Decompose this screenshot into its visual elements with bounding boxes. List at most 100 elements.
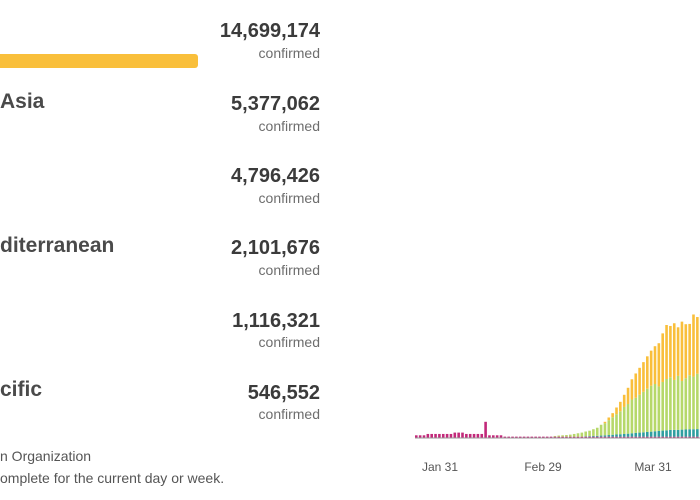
region-name[interactable]: Asia (0, 90, 45, 113)
bar-segment (518, 436, 522, 438)
bar-segment (622, 436, 626, 438)
bar-segment (684, 436, 688, 438)
bar-segment (680, 436, 684, 438)
bar-segment (661, 430, 664, 437)
bar-segment (607, 435, 611, 437)
bar-segment (688, 323, 691, 376)
region-confirmed-count: 1,116,321 (232, 310, 320, 332)
bar-segment (461, 432, 464, 438)
bar-segment (438, 433, 441, 438)
bar-segment (603, 421, 607, 424)
bar-segment (561, 436, 564, 438)
bar-segment (619, 436, 622, 438)
bar-segment (634, 432, 638, 437)
bar-segment (615, 414, 618, 435)
bar-segment (488, 435, 491, 438)
bar-segment (580, 432, 584, 437)
bar-segment (676, 327, 680, 376)
bar-segment (415, 435, 418, 438)
bar-segment (626, 403, 630, 434)
bar-segment (630, 399, 634, 434)
bar-segment (472, 433, 476, 438)
bar-segment (692, 314, 695, 377)
bar-segment (611, 434, 614, 437)
bar-segment (672, 436, 676, 438)
bar-segment (553, 435, 557, 437)
bar-segment (599, 435, 603, 437)
bar-segment (665, 325, 668, 379)
bar-segment (576, 436, 580, 438)
region-name[interactable]: diterranean (0, 234, 115, 257)
bar-segment (511, 436, 514, 438)
bar-segment (426, 433, 430, 438)
bar-segment (638, 367, 641, 395)
bar-segment (599, 436, 603, 438)
bar-segment (669, 436, 672, 438)
bar-segment (522, 436, 526, 438)
region-name[interactable]: cific (0, 378, 43, 401)
bar-segment (638, 436, 641, 438)
bar-segment (649, 431, 653, 437)
bar-segment (626, 433, 630, 437)
bar-segment (672, 323, 676, 380)
bar-segment (441, 433, 445, 438)
region-confirmed-count: 2,101,676 (231, 237, 320, 259)
bar-segment (622, 433, 626, 437)
epi-curve-chart: Jan 31 Feb 29 Mar 31 (415, 314, 700, 474)
chart-bars (415, 314, 700, 438)
bar-segment (688, 375, 691, 430)
region-highlight-bar (0, 54, 198, 68)
bar-segment (530, 436, 534, 438)
bar-segment (657, 386, 661, 431)
bar-segment (661, 333, 664, 382)
bar-segment (622, 406, 626, 434)
bar-segment (476, 433, 480, 438)
bar-segment (653, 346, 657, 384)
bar-segment (584, 436, 587, 438)
bar-segment (499, 435, 503, 438)
bar-segment (646, 388, 649, 432)
bar-segment (465, 433, 468, 438)
bar-segment (588, 430, 591, 437)
bar-segment (603, 423, 607, 436)
bar-segment (638, 394, 641, 433)
bar-segment (468, 433, 472, 438)
bar-segment (515, 436, 518, 438)
bar-segment (422, 435, 426, 438)
region-confirmed-label: confirmed (258, 262, 320, 278)
bar-segment (665, 379, 668, 431)
bar-segment (495, 435, 499, 438)
bar-segment (630, 433, 634, 437)
bar-segment (507, 436, 510, 438)
bar-segment (580, 436, 584, 438)
bar-segment (445, 433, 449, 438)
bar-segment (657, 430, 661, 437)
bar-segment (669, 429, 672, 437)
bar-segment (592, 435, 595, 437)
bar-segment (619, 401, 622, 412)
bar-segment (607, 417, 611, 421)
bar-segment (557, 436, 561, 438)
bar-segment (545, 436, 549, 438)
bar-segment (434, 433, 437, 438)
bar-segment (680, 429, 684, 437)
bar-segment (584, 431, 587, 437)
bar-segment (626, 436, 630, 438)
bar-segment (453, 432, 457, 438)
bar-segment (553, 436, 557, 438)
bar-segment (611, 413, 614, 418)
bar-segment (622, 394, 626, 407)
bar-segment (572, 433, 576, 437)
region-confirmed-count: 4,796,426 (231, 165, 320, 187)
bar-segment (595, 427, 599, 436)
bar-segment (576, 433, 580, 437)
bar-segment (457, 432, 460, 438)
bar-segment (619, 411, 622, 435)
bar-segment (642, 432, 645, 437)
bar-segment (595, 436, 599, 438)
chart-x-ticks: Jan 31 Feb 29 Mar 31 (422, 460, 672, 474)
bar-segment (611, 417, 614, 435)
bar-segment (638, 432, 641, 437)
bar-segment (557, 435, 561, 437)
bar-segment (665, 436, 668, 438)
